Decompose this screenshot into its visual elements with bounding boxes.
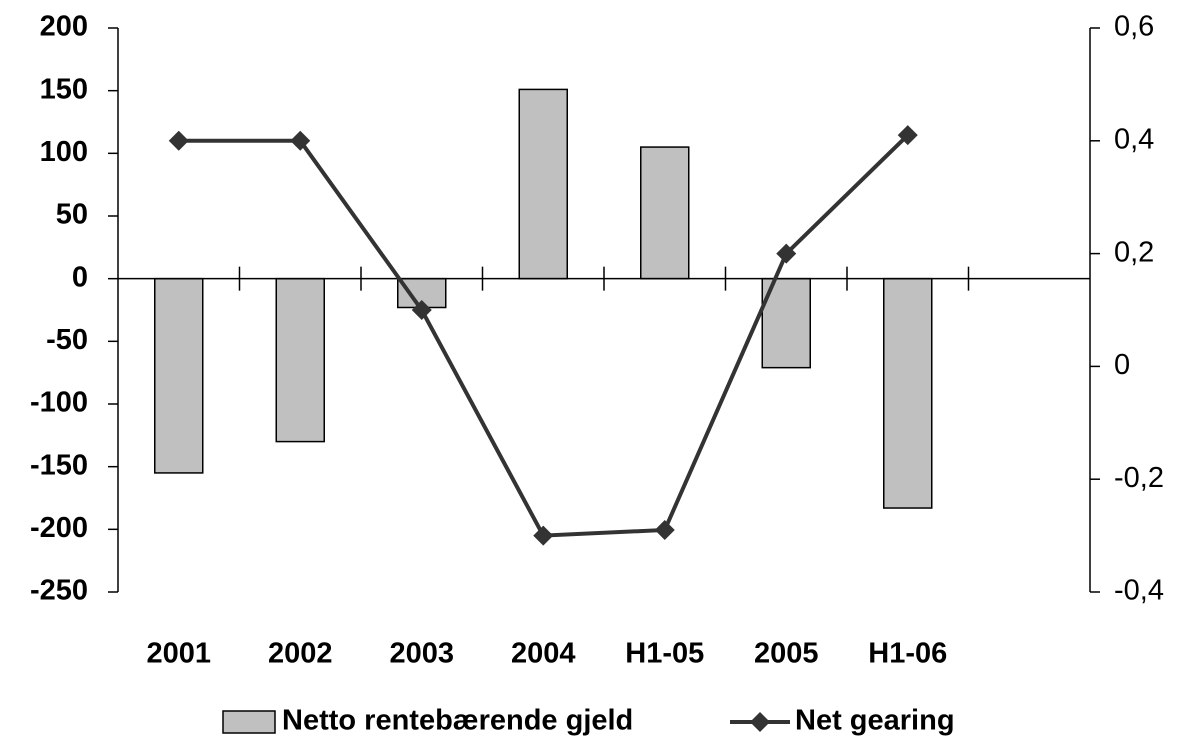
marker: [168, 130, 189, 151]
legend-label: Netto rentebærende gjeld: [282, 705, 633, 737]
y-tick-label: -200: [30, 512, 88, 544]
legend-label: Net gearing: [795, 705, 955, 737]
x-tick-label: 2002: [268, 638, 333, 670]
y-tick-label: 200: [40, 11, 88, 43]
bar: [640, 146, 690, 280]
legend-marker: [750, 712, 770, 732]
y2-tick-label: 0: [1114, 349, 1130, 381]
x-tick-label: 2004: [511, 638, 576, 670]
y2-tick-label: 0,2: [1114, 236, 1154, 268]
marker: [897, 125, 918, 146]
y2-tick-label: 0,4: [1114, 123, 1154, 155]
bar: [518, 88, 568, 280]
marker: [533, 525, 554, 546]
y-tick-label: 0: [72, 261, 88, 293]
y-tick-label: 100: [40, 136, 88, 168]
y2-tick-label: -0,2: [1114, 462, 1164, 494]
x-tick-label: 2003: [389, 638, 454, 670]
marker: [411, 300, 432, 320]
marker: [654, 519, 675, 540]
y-tick-label: -50: [46, 324, 88, 356]
x-tick-label: 2005: [754, 638, 819, 670]
marker: [776, 243, 797, 264]
bar: [154, 277, 204, 474]
y-tick-label: -250: [30, 575, 88, 607]
marker: [290, 130, 311, 151]
legend-swatch: [222, 710, 276, 734]
y-tick-label: 50: [56, 199, 88, 231]
y-tick-label: -100: [30, 387, 88, 419]
y2-tick-label: -0,4: [1114, 575, 1164, 607]
y2-tick-label: 0,6: [1114, 11, 1154, 43]
y-tick-label: 150: [40, 73, 88, 105]
bar: [275, 277, 325, 443]
y-tick-label: -150: [30, 449, 88, 481]
x-tick-label: H1-06: [868, 638, 947, 670]
x-tick-label: 2001: [146, 638, 211, 670]
bar: [883, 277, 933, 509]
x-tick-label: H1-05: [625, 638, 704, 670]
